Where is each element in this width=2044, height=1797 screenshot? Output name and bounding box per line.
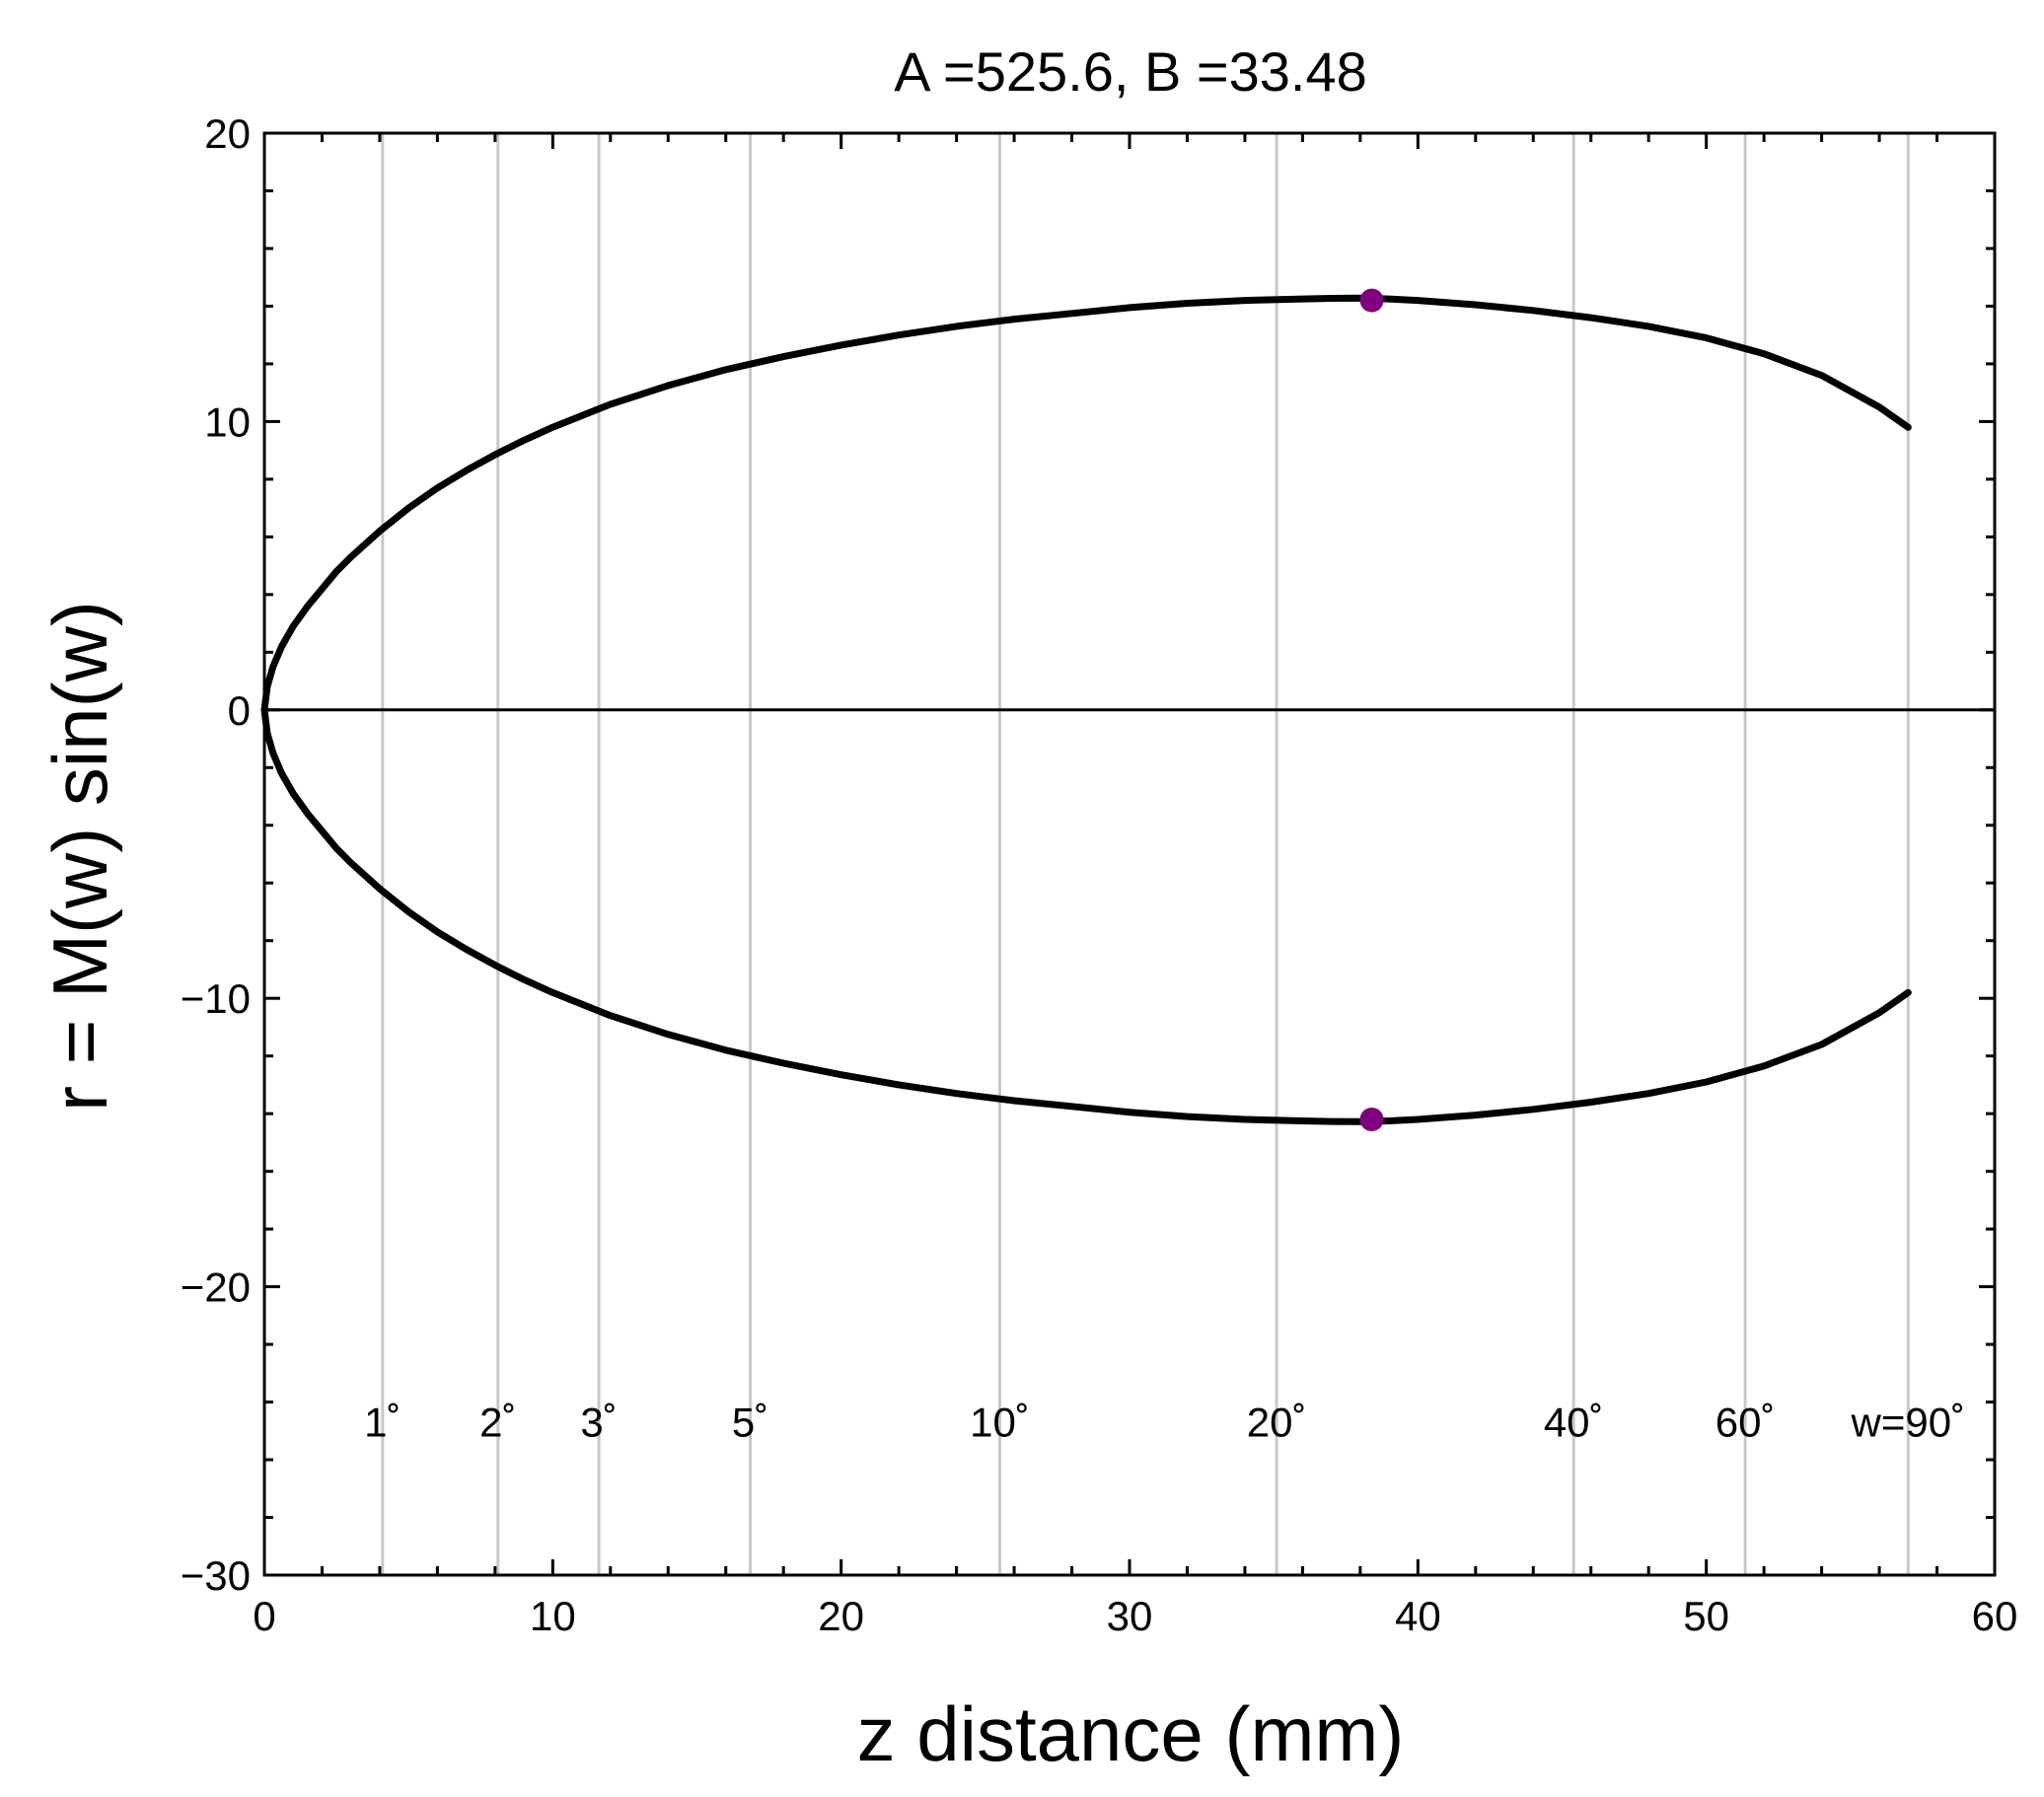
angle-label: w=90˚ <box>1851 1400 1966 1446</box>
plot-frame <box>262 131 1997 1577</box>
angle-label: 1˚ <box>364 1400 401 1446</box>
x-tick-labels: 0 10 20 30 40 50 60 <box>253 1593 2017 1639</box>
series-line <box>260 706 1912 1125</box>
angle-lines <box>381 133 1910 1575</box>
markers-group <box>1359 288 1384 1132</box>
x-tick-label: 50 <box>1683 1593 1729 1639</box>
y-tick-label: −30 <box>181 1552 251 1599</box>
x-tick-label: 0 <box>253 1593 275 1639</box>
y-tick-label: 10 <box>204 398 251 445</box>
x-tick-label: 10 <box>530 1593 576 1639</box>
angle-label: 10˚ <box>970 1400 1030 1446</box>
y-tick-label: −10 <box>181 975 251 1022</box>
chart-title: A =525.6, B =33.48 <box>894 40 1367 103</box>
angle-label: 2˚ <box>479 1400 516 1446</box>
x-axis-label: z distance (mm) <box>857 1690 1405 1777</box>
x-tick-label: 60 <box>1972 1593 2018 1639</box>
angle-label: 20˚ <box>1247 1400 1307 1446</box>
y-tick-label: 20 <box>204 110 251 157</box>
data-point <box>1359 288 1384 313</box>
angle-label: 3˚ <box>580 1400 617 1446</box>
y-tick-label: 0 <box>228 687 251 734</box>
y-tick-label: −20 <box>181 1264 251 1311</box>
data-point <box>1359 1108 1384 1132</box>
series-group <box>260 294 1912 1125</box>
angle-label: 60˚ <box>1716 1400 1776 1446</box>
y-axis-label: r = M(w) sin(w) <box>36 601 123 1112</box>
y-tick-labels: 20 10 0 −10 −20 −30 <box>181 110 251 1599</box>
axis-ticks <box>262 131 1997 1577</box>
x-tick-label: 20 <box>818 1593 864 1639</box>
x-tick-label: 30 <box>1107 1593 1153 1639</box>
angle-labels: 1˚ 2˚ 3˚ 5˚ 10˚ 20˚ 40˚ 60˚ w=90˚ <box>364 1400 1965 1446</box>
angle-label: 5˚ <box>732 1400 768 1446</box>
series-line <box>260 294 1912 714</box>
x-tick-label: 40 <box>1395 1593 1441 1639</box>
angle-label: 40˚ <box>1544 1400 1604 1446</box>
